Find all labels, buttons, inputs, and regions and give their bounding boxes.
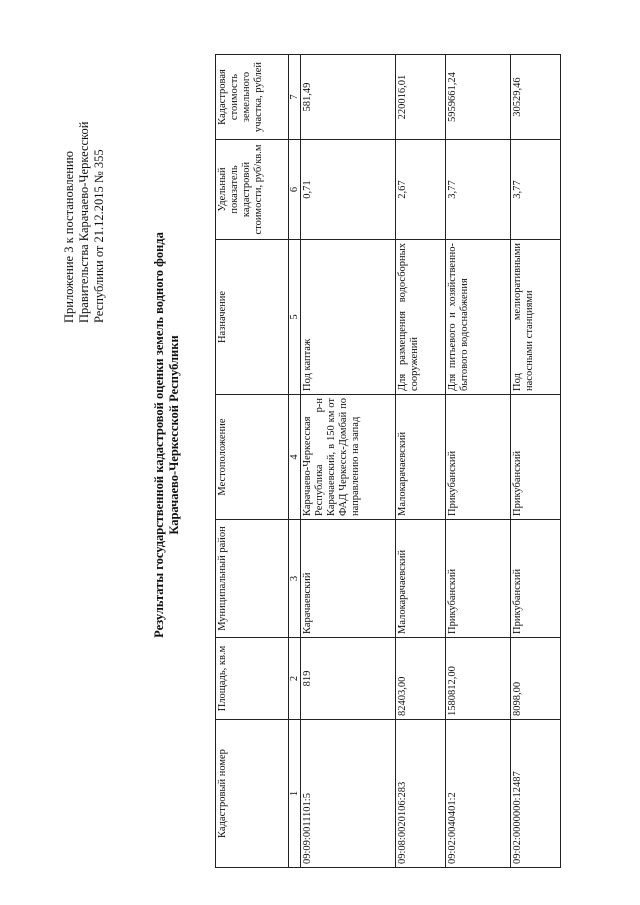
col-header: Площадь, кв.м bbox=[215, 637, 289, 720]
location: Прикубанский bbox=[510, 394, 561, 520]
district: Малокарачаевский bbox=[395, 519, 446, 638]
col-header: Кадастровый номер bbox=[215, 719, 289, 868]
purpose: Под каптаж bbox=[300, 239, 396, 395]
col-number: 6 bbox=[288, 139, 301, 240]
document-title: Результаты государственной кадастровой о… bbox=[152, 115, 182, 755]
cadastral-number: 09:02:0000000:12487 bbox=[510, 719, 561, 868]
col-number: 4 bbox=[288, 394, 301, 520]
cadastral-value: 581,49 bbox=[300, 54, 396, 140]
col-number: 7 bbox=[288, 54, 301, 140]
table-row: 09:09:0011101:5 819 Карачаевский Карачае… bbox=[300, 54, 396, 868]
area: 1580812,00 bbox=[445, 637, 511, 720]
col-header: Местоположение bbox=[215, 394, 289, 520]
location: Карачаево-Черкесская Республика р-н Кара… bbox=[300, 394, 396, 520]
col-header: Удельный показатель кадастровой стоимост… bbox=[215, 139, 289, 240]
cadastral-value: 220016,01 bbox=[395, 54, 446, 140]
valuation-table: Кадастровый номер Площадь, кв.м Муниципа… bbox=[215, 54, 561, 868]
district: Карачаевский bbox=[300, 519, 396, 638]
appendix-note: Приложение 3 к постановлению Правительст… bbox=[62, 73, 107, 323]
col-header: Кадастровая стоимость земельного участка… bbox=[215, 54, 289, 140]
title-line-2: Карачаево-Черкесской Республики bbox=[167, 335, 181, 535]
col-number: 3 bbox=[288, 519, 301, 638]
cadastral-number: 09:08:0020106:283 bbox=[395, 719, 446, 868]
appendix-line-1: Приложение 3 к постановлению bbox=[62, 151, 76, 323]
col-number: 1 bbox=[288, 719, 301, 868]
purpose: Под мелиоративными насосными станциями bbox=[510, 239, 561, 395]
district: Прикубанский bbox=[510, 519, 561, 638]
table-header-row: Кадастровый номер Площадь, кв.м Муниципа… bbox=[215, 54, 289, 868]
area: 819 bbox=[300, 637, 396, 720]
location: Прикубанский bbox=[445, 394, 511, 520]
table-row: 09:08:0020106:283 82403,00 Малокарачаевс… bbox=[395, 54, 446, 868]
area: 8098,00 bbox=[510, 637, 561, 720]
purpose: Для размещения водосборных сооружений bbox=[395, 239, 446, 395]
col-header: Назначение bbox=[215, 239, 289, 395]
unit-value: 2,67 bbox=[395, 139, 446, 240]
location: Малокарачаевский bbox=[395, 394, 446, 520]
column-number-row: 1 2 3 4 5 6 7 bbox=[288, 54, 301, 868]
appendix-line-2: Правительства Карачаево-Черкесской bbox=[77, 121, 91, 323]
col-number: 2 bbox=[288, 637, 301, 720]
cadastral-value: 5959661,24 bbox=[445, 54, 511, 140]
title-line-1: Результаты государственной кадастровой о… bbox=[152, 232, 166, 638]
cadastral-number: 09:09:0011101:5 bbox=[300, 719, 396, 868]
cadastral-number: 09:02:0040401:2 bbox=[445, 719, 511, 868]
purpose: Для питьевого и хозяйственно-бытового во… bbox=[445, 239, 511, 395]
cadastral-value: 30529,46 bbox=[510, 54, 561, 140]
unit-value: 0,71 bbox=[300, 139, 396, 240]
col-header: Муниципальный район bbox=[215, 519, 289, 638]
appendix-line-3: Республики от 21.12.2015 № 355 bbox=[92, 149, 106, 323]
table-row: 09:02:0040401:2 1580812,00 Прикубанский … bbox=[445, 54, 511, 868]
unit-value: 3,77 bbox=[445, 139, 511, 240]
district: Прикубанский bbox=[445, 519, 511, 638]
unit-value: 3,77 bbox=[510, 139, 561, 240]
col-number: 5 bbox=[288, 239, 301, 395]
table-row: 09:02:0000000:12487 8098,00 Прикубанский… bbox=[510, 54, 561, 868]
area: 82403,00 bbox=[395, 637, 446, 720]
